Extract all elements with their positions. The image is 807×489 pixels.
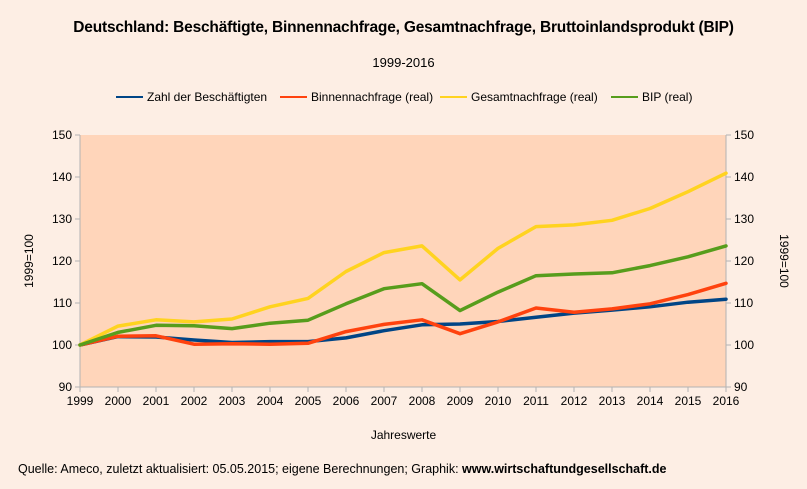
x-tick-label: 2007 xyxy=(371,394,398,408)
x-tick-label: 2002 xyxy=(181,394,208,408)
legend-swatch-bip xyxy=(611,96,638,98)
y-tick-label-left: 140 xyxy=(52,170,72,184)
y-tick-label-right: 130 xyxy=(734,212,754,226)
y-tick-label-left: 100 xyxy=(52,338,72,352)
y-tick-label-right: 150 xyxy=(734,128,754,142)
x-tick-label: 2003 xyxy=(219,394,246,408)
source-link[interactable]: www.wirtschaftundgesellschaft.de xyxy=(462,462,667,476)
y-tick-label-left: 130 xyxy=(52,212,72,226)
legend-swatch-gesamtnachfrage xyxy=(440,96,467,98)
x-tick-label: 2001 xyxy=(143,394,170,408)
series-lines xyxy=(78,171,728,347)
series-line-2 xyxy=(78,171,728,347)
x-tick-label: 2004 xyxy=(257,394,284,408)
plot-area xyxy=(80,135,726,387)
chart-subtitle: 1999-2016 xyxy=(372,55,435,70)
x-tick-label: 2013 xyxy=(599,394,626,408)
legend-item-binnennachfrage: Binnennachfrage (real) xyxy=(280,89,433,105)
x-tick-label: 2009 xyxy=(447,394,474,408)
y-tick-label-left: 110 xyxy=(53,296,72,310)
legend-label-beschaeftigte: Zahl der Beschäftigten xyxy=(147,90,268,104)
source-footer: Quelle: Ameco, zuletzt aktualisiert: 05.… xyxy=(18,462,666,476)
x-tick-label: 2006 xyxy=(333,394,360,408)
legend: Zahl der Beschäftigten Binnennachfrage (… xyxy=(0,89,807,105)
axes xyxy=(75,134,731,392)
legend-item-bip: BIP (real) xyxy=(611,89,692,105)
y-axis-label-right: 1999=100 xyxy=(777,234,791,288)
series-line-3 xyxy=(78,244,728,347)
x-axis-label: Jahreswerte xyxy=(370,428,437,442)
x-tick-label: 2000 xyxy=(105,394,132,408)
x-tick-label: 1999 xyxy=(67,394,94,408)
x-tick-label: 2014 xyxy=(637,394,664,408)
y-tick-label-left: 120 xyxy=(52,254,72,268)
y-tick-label-right: 90 xyxy=(734,380,748,394)
y-tick-label-left: 150 xyxy=(52,128,72,142)
y-tick-label-right: 110 xyxy=(734,296,753,310)
tick-labels: 90 90 100 100 110 110 120 120 130 130 140 140 150 150… xyxy=(52,128,754,408)
chart-title: Deutschland: Beschäftigte, Binnennachfra… xyxy=(73,19,734,36)
y-axis-label-left: 1999=100 xyxy=(22,234,36,288)
x-tick-label: 2016 xyxy=(713,394,740,408)
legend-label-gesamtnachfrage: Gesamtnachfrage (real) xyxy=(471,90,598,104)
x-tick-label: 2010 xyxy=(485,394,512,408)
legend-label-bip: BIP (real) xyxy=(642,90,693,104)
legend-item-gesamtnachfrage: Gesamtnachfrage (real) xyxy=(440,89,598,105)
y-tick-label-right: 100 xyxy=(734,338,754,352)
x-tick-label: 2012 xyxy=(561,394,588,408)
legend-label-binnennachfrage: Binnennachfrage (real) xyxy=(311,90,434,104)
x-tick-label: 2015 xyxy=(675,394,702,408)
x-tick-label: 2008 xyxy=(409,394,436,408)
y-tick-label-left: 90 xyxy=(59,380,73,394)
series-line-1 xyxy=(78,281,728,347)
y-tick-label-right: 120 xyxy=(734,254,754,268)
source-text: Quelle: Ameco, zuletzt aktualisiert: 05.… xyxy=(18,462,463,476)
legend-swatch-beschaeftigte xyxy=(116,96,143,98)
x-tick-label: 2005 xyxy=(295,394,322,408)
legend-item-beschaeftigte: Zahl der Beschäftigten xyxy=(116,89,267,105)
y-tick-label-right: 140 xyxy=(734,170,754,184)
legend-swatch-binnennachfrage xyxy=(280,96,307,98)
x-tick-label: 2011 xyxy=(523,394,549,408)
